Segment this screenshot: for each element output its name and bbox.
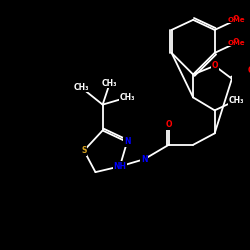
Text: S: S (81, 146, 87, 155)
Text: CH₃: CH₃ (102, 78, 118, 88)
Text: OMe: OMe (228, 40, 245, 46)
Text: NH: NH (113, 162, 126, 171)
Text: OMe: OMe (228, 17, 245, 23)
Text: O: O (166, 120, 172, 129)
Text: N: N (141, 155, 148, 164)
Text: O: O (212, 61, 218, 70)
Text: N: N (124, 138, 130, 146)
Text: O: O (233, 38, 239, 47)
Text: CH₃: CH₃ (73, 83, 89, 92)
Text: O: O (247, 66, 250, 75)
Text: O: O (233, 15, 239, 24)
Text: CH₃: CH₃ (119, 93, 135, 102)
Text: CH₃: CH₃ (228, 96, 244, 105)
